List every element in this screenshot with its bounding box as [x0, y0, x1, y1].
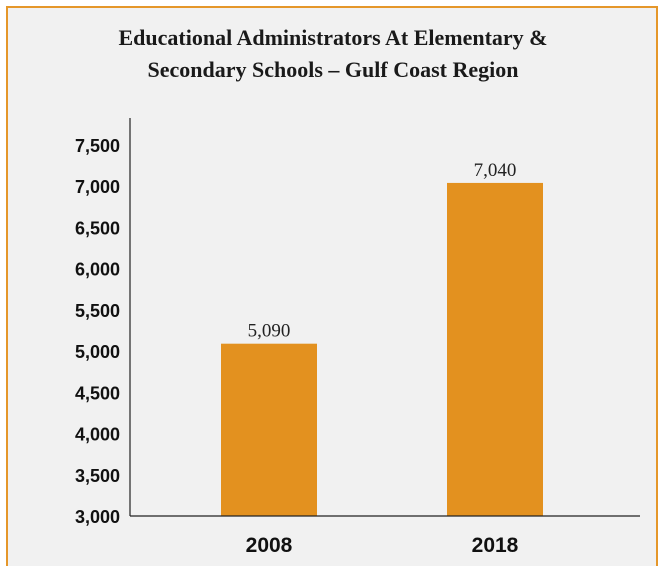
chart-title-line-2: Secondary Schools – Gulf Coast Region	[147, 57, 519, 82]
bar-2008	[221, 343, 317, 516]
y-tick-label: 6,000	[75, 260, 120, 280]
y-tick-label: 6,500	[75, 218, 120, 238]
y-tick-label: 4,000	[75, 425, 120, 445]
y-tick-label: 5,000	[75, 342, 120, 362]
y-tick-label: 4,500	[75, 383, 120, 403]
y-tick-label: 3,000	[75, 507, 120, 527]
y-tick-label: 7,500	[75, 136, 120, 156]
value-labels: 5,090 7,040	[248, 160, 517, 342]
y-tick-label: 7,000	[75, 177, 120, 197]
x-tick-label-2008: 2008	[246, 534, 293, 557]
bar-2018	[447, 182, 543, 516]
y-tick-label: 3,500	[75, 466, 120, 486]
chart-frame	[6, 6, 658, 566]
chart-title: Educational Administrators At Elementary…	[0, 22, 666, 86]
x-tick-label-2018: 2018	[472, 534, 519, 557]
y-tick-label: 5,500	[75, 301, 120, 321]
value-label-2008: 5,090	[248, 321, 291, 342]
value-label-2018: 7,040	[474, 160, 517, 181]
chart-title-line-1: Educational Administrators At Elementary…	[118, 25, 548, 50]
y-axis-ticks: 3,000 3,500 4,000 4,500 5,000 5,500 6,000 6,500…	[75, 136, 120, 527]
x-axis-ticks: 2008 2018	[246, 534, 519, 557]
bars	[221, 182, 543, 516]
